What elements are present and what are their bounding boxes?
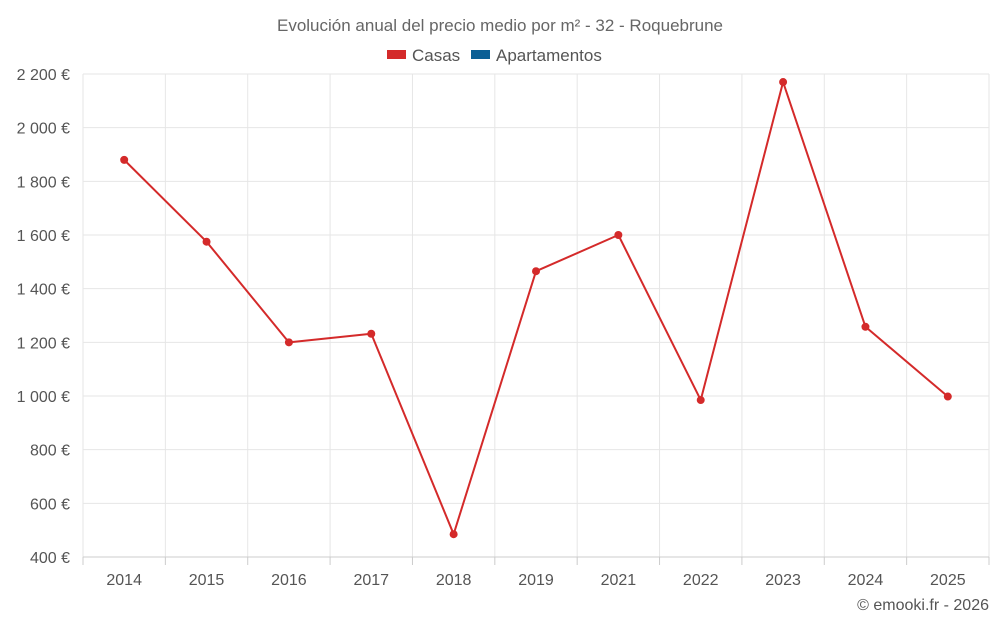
legend-item-casas[interactable]: Casas bbox=[387, 46, 460, 65]
x-tick-label: 2023 bbox=[765, 572, 801, 589]
data-point-casas-2023[interactable] bbox=[779, 78, 788, 87]
legend: Casas Apartamentos bbox=[387, 46, 602, 65]
y-tick-label: 1 600 € bbox=[17, 228, 70, 245]
chart-title: Evolución anual del precio medio por m² … bbox=[277, 16, 723, 35]
legend-swatch-apartamentos bbox=[471, 50, 490, 59]
x-tick-label: 2022 bbox=[683, 572, 719, 589]
y-tick-label: 2 000 € bbox=[17, 121, 70, 138]
data-point-casas-2014[interactable] bbox=[120, 155, 129, 164]
x-tick-label: 2024 bbox=[848, 572, 884, 589]
y-tick-label: 1 400 € bbox=[17, 282, 70, 299]
x-tick-label: 2016 bbox=[271, 572, 307, 589]
data-point-casas-2017[interactable] bbox=[367, 329, 376, 338]
x-tick-label: 2019 bbox=[518, 572, 554, 589]
x-tick-label: 2025 bbox=[930, 572, 966, 589]
legend-label-casas: Casas bbox=[412, 46, 460, 65]
y-tick-label: 1 800 € bbox=[17, 174, 70, 191]
x-tick-label: 2018 bbox=[436, 572, 472, 589]
data-point-casas-2021[interactable] bbox=[614, 231, 623, 239]
y-tick-label: 400 € bbox=[30, 550, 70, 567]
x-tick-label: 2017 bbox=[353, 572, 389, 589]
credit-text: © emooki.fr - 2026 bbox=[857, 597, 989, 614]
data-point-casas-2019[interactable] bbox=[532, 267, 540, 276]
data-point-casas-2025[interactable] bbox=[943, 392, 952, 401]
legend-item-apartamentos[interactable]: Apartamentos bbox=[471, 46, 602, 65]
x-axis-labels: 2014 2015 2016 2017 2018 2019 2021 2022 2023 2024… bbox=[106, 572, 965, 589]
y-tick-label: 2 200 € bbox=[17, 67, 70, 84]
y-tick-label: 600 € bbox=[30, 496, 70, 513]
x-tick-label: 2015 bbox=[189, 572, 225, 589]
y-tick-label: 1 000 € bbox=[17, 389, 70, 406]
y-tick-label: 800 € bbox=[30, 443, 70, 460]
y-gridlines bbox=[83, 73, 989, 558]
y-tick-label: 1 200 € bbox=[17, 335, 70, 352]
data-point-casas-2024[interactable] bbox=[861, 322, 870, 331]
data-point-casas-2022[interactable] bbox=[696, 396, 705, 405]
y-axis-labels: 400 € 600 € 800 € 1 000 € 1 200 € 1 400 € 1 60… bbox=[17, 67, 70, 567]
x-tick-label: 2014 bbox=[106, 572, 142, 589]
data-point-casas-2018[interactable] bbox=[449, 530, 458, 539]
x-tick-label: 2021 bbox=[601, 572, 637, 589]
data-point-casas-2015[interactable] bbox=[202, 237, 211, 246]
x-gridlines bbox=[82, 74, 990, 565]
legend-label-apartamentos: Apartamentos bbox=[496, 46, 602, 65]
legend-swatch-casas bbox=[387, 50, 406, 59]
series-casas bbox=[120, 78, 952, 539]
data-point-casas-2016[interactable] bbox=[284, 338, 293, 347]
